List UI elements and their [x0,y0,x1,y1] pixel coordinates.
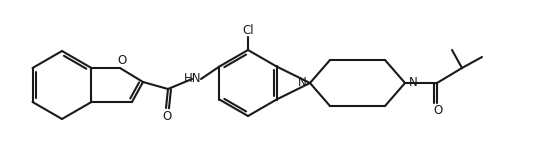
Text: Cl: Cl [242,24,254,36]
Text: O: O [117,55,126,67]
Text: N: N [298,76,306,89]
Text: N: N [409,76,417,89]
Text: O: O [162,109,172,122]
Text: O: O [434,104,443,118]
Text: HN: HN [184,72,202,85]
